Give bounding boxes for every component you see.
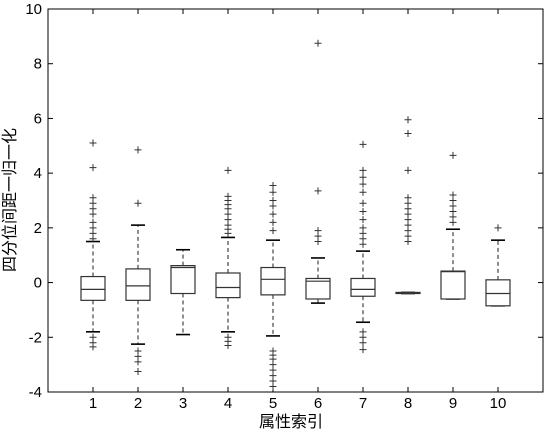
x-tick-label: 9 <box>449 395 457 412</box>
outlier-marker <box>89 218 97 226</box>
y-tick-label: 8 <box>34 56 42 73</box>
outlier-marker <box>494 224 502 232</box>
outlier-marker <box>269 227 277 235</box>
outlier-marker <box>134 199 142 207</box>
outlier-marker <box>224 166 232 174</box>
x-tick-label: 2 <box>134 395 142 412</box>
x-tick-label: 7 <box>359 395 367 412</box>
x-tick-label: 4 <box>224 395 232 412</box>
outlier-marker <box>89 139 97 147</box>
outlier-marker <box>269 181 277 189</box>
outlier-marker <box>359 216 367 224</box>
box <box>80 275 106 301</box>
outlier-marker <box>359 180 367 188</box>
box <box>440 270 466 300</box>
x-tick-label: 6 <box>314 395 322 412</box>
outlier-marker <box>404 194 412 202</box>
outlier-marker <box>269 197 277 204</box>
x-tick-label: 5 <box>269 395 277 412</box>
outlier-marker <box>314 187 322 195</box>
outlier-marker <box>359 140 367 148</box>
outlier-marker <box>269 383 277 391</box>
y-tick-label: 4 <box>34 165 42 182</box>
box <box>305 277 331 300</box>
outlier-marker <box>89 194 97 202</box>
y-tick-label: 10 <box>25 1 42 18</box>
outlier-marker <box>359 166 367 174</box>
outlier-marker <box>449 151 457 159</box>
outlier-marker <box>224 341 232 349</box>
outlier-marker <box>269 218 277 226</box>
y-tick-label: -4 <box>29 384 42 401</box>
outlier-marker <box>269 210 277 218</box>
x-tick-label: 8 <box>404 395 412 412</box>
outlier-marker <box>359 173 367 181</box>
x-axis-title: 属性索引 <box>259 412 323 431</box>
y-tick-label: -2 <box>29 329 42 346</box>
outlier-marker <box>89 164 97 172</box>
outlier-marker <box>224 192 232 200</box>
x-tick-label: 3 <box>179 395 187 412</box>
box <box>260 266 286 296</box>
y-tick-label: 6 <box>34 110 42 127</box>
outlier-marker <box>404 116 412 124</box>
outlier-marker <box>449 191 457 199</box>
outlier-marker <box>134 367 142 375</box>
box <box>170 265 196 295</box>
box <box>215 272 241 299</box>
outlier-marker <box>134 358 142 366</box>
outlier-marker <box>314 227 322 235</box>
y-tick-label: 0 <box>34 275 42 292</box>
outlier-marker <box>89 343 97 351</box>
plot-frame <box>47 8 544 393</box>
x-tick-label: 1 <box>89 395 97 412</box>
outlier-marker <box>359 188 367 196</box>
y-tick-label: 2 <box>34 220 42 237</box>
y-axis-title: 四分位间距一归一化 <box>0 128 19 272</box>
x-tick-label: 10 <box>490 395 507 412</box>
box <box>125 268 151 301</box>
outlier-marker <box>359 207 367 215</box>
box <box>350 277 376 297</box>
outlier-marker <box>404 166 412 174</box>
outlier-marker <box>359 199 367 207</box>
outlier-marker <box>134 146 142 154</box>
outlier-marker <box>359 346 367 354</box>
outlier-marker <box>269 188 277 196</box>
outlier-marker <box>359 224 367 232</box>
outlier-marker <box>359 339 367 347</box>
outlier-marker <box>314 39 322 47</box>
box <box>485 279 511 307</box>
outlier-marker <box>404 129 412 137</box>
